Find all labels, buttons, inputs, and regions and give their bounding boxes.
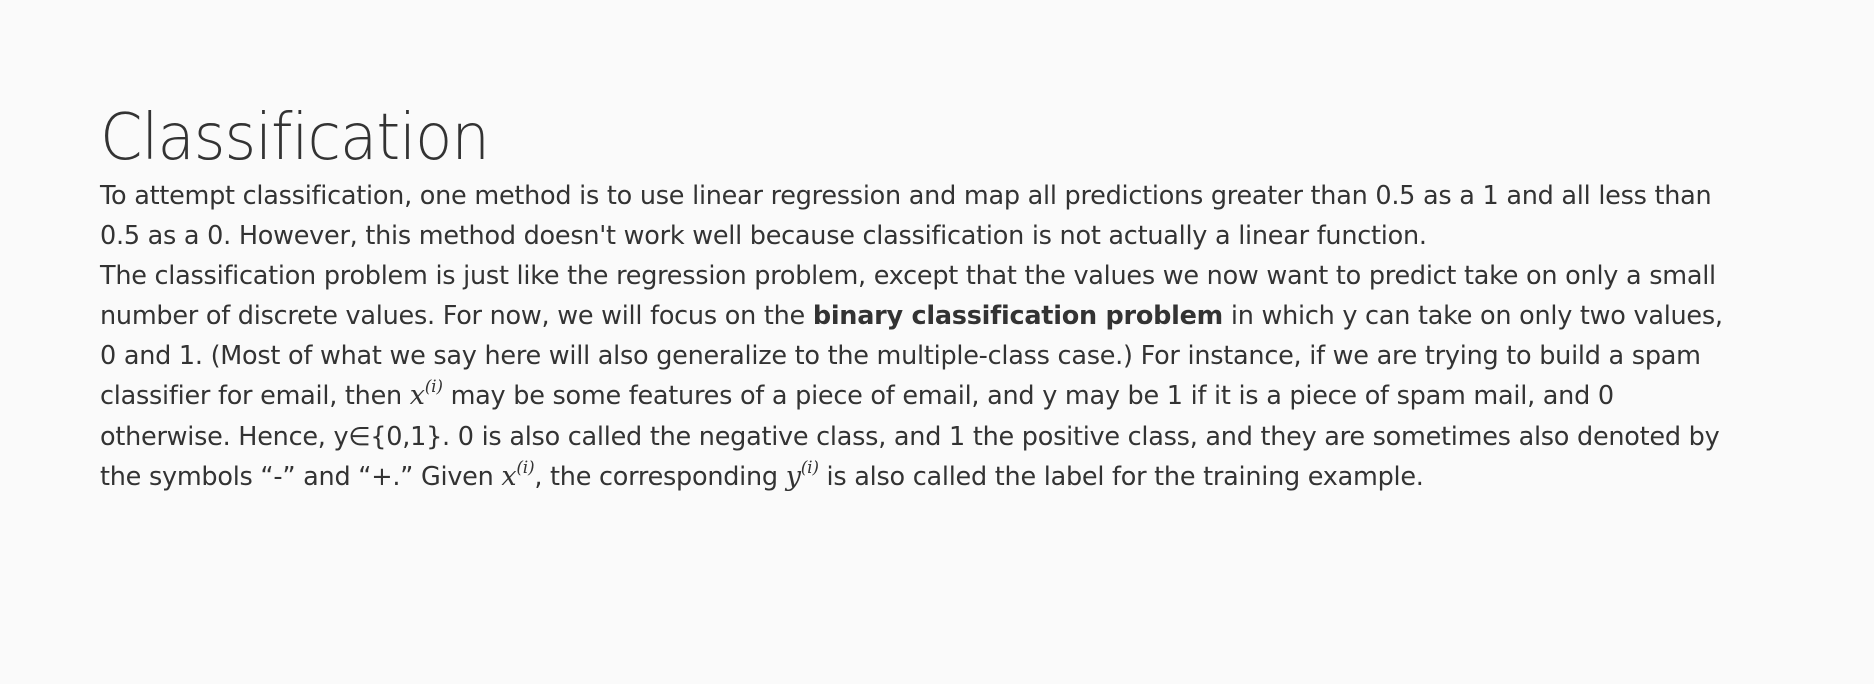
math-base: x: [409, 380, 425, 411]
text-line: the symbols “-” and “+.” Given x(i), the…: [100, 457, 1774, 498]
math-superscript: (i): [424, 377, 443, 397]
math-base: x: [501, 461, 517, 492]
math-superscript: (i): [516, 458, 535, 478]
text-segment: is also called the label for the trainin…: [818, 462, 1424, 492]
page-title: Classification: [100, 101, 490, 175]
text-line: 0.5 as a 0. However, this method doesn't…: [100, 221, 1427, 251]
math-base: y: [785, 461, 801, 492]
math-superscript: (i): [800, 458, 819, 478]
text-segment: , the corresponding: [534, 462, 786, 492]
bold-term: binary classification problem: [812, 301, 1224, 331]
text-segment: classifier for email, then: [100, 381, 410, 411]
paragraph-intro: To attempt classification, one method is…: [100, 176, 1774, 256]
text-line: classifier for email, then x(i) may be s…: [100, 376, 1774, 417]
paragraph-binary-classification: The classification problem is just like …: [100, 256, 1774, 498]
text-line: otherwise. Hence, y∈{0,1}. 0 is also cal…: [100, 422, 1720, 452]
text-line: 0 and 1. (Most of what we say here will …: [100, 341, 1701, 371]
text-segment: the symbols “-” and “+.” Given: [100, 462, 502, 492]
math-x-i: x(i): [501, 458, 535, 493]
text-line: number of discrete values. For now, we w…: [100, 296, 1774, 336]
math-y-i: y(i): [785, 458, 819, 493]
text-line: To attempt classification, one method is…: [100, 181, 1712, 211]
math-x-i: x(i): [409, 377, 443, 412]
text-segment: number of discrete values. For now, we w…: [100, 301, 813, 331]
text-segment: in which y can take on only two values,: [1223, 301, 1723, 331]
text-line: The classification problem is just like …: [100, 261, 1716, 291]
text-segment: may be some features of a piece of email…: [442, 381, 1615, 411]
